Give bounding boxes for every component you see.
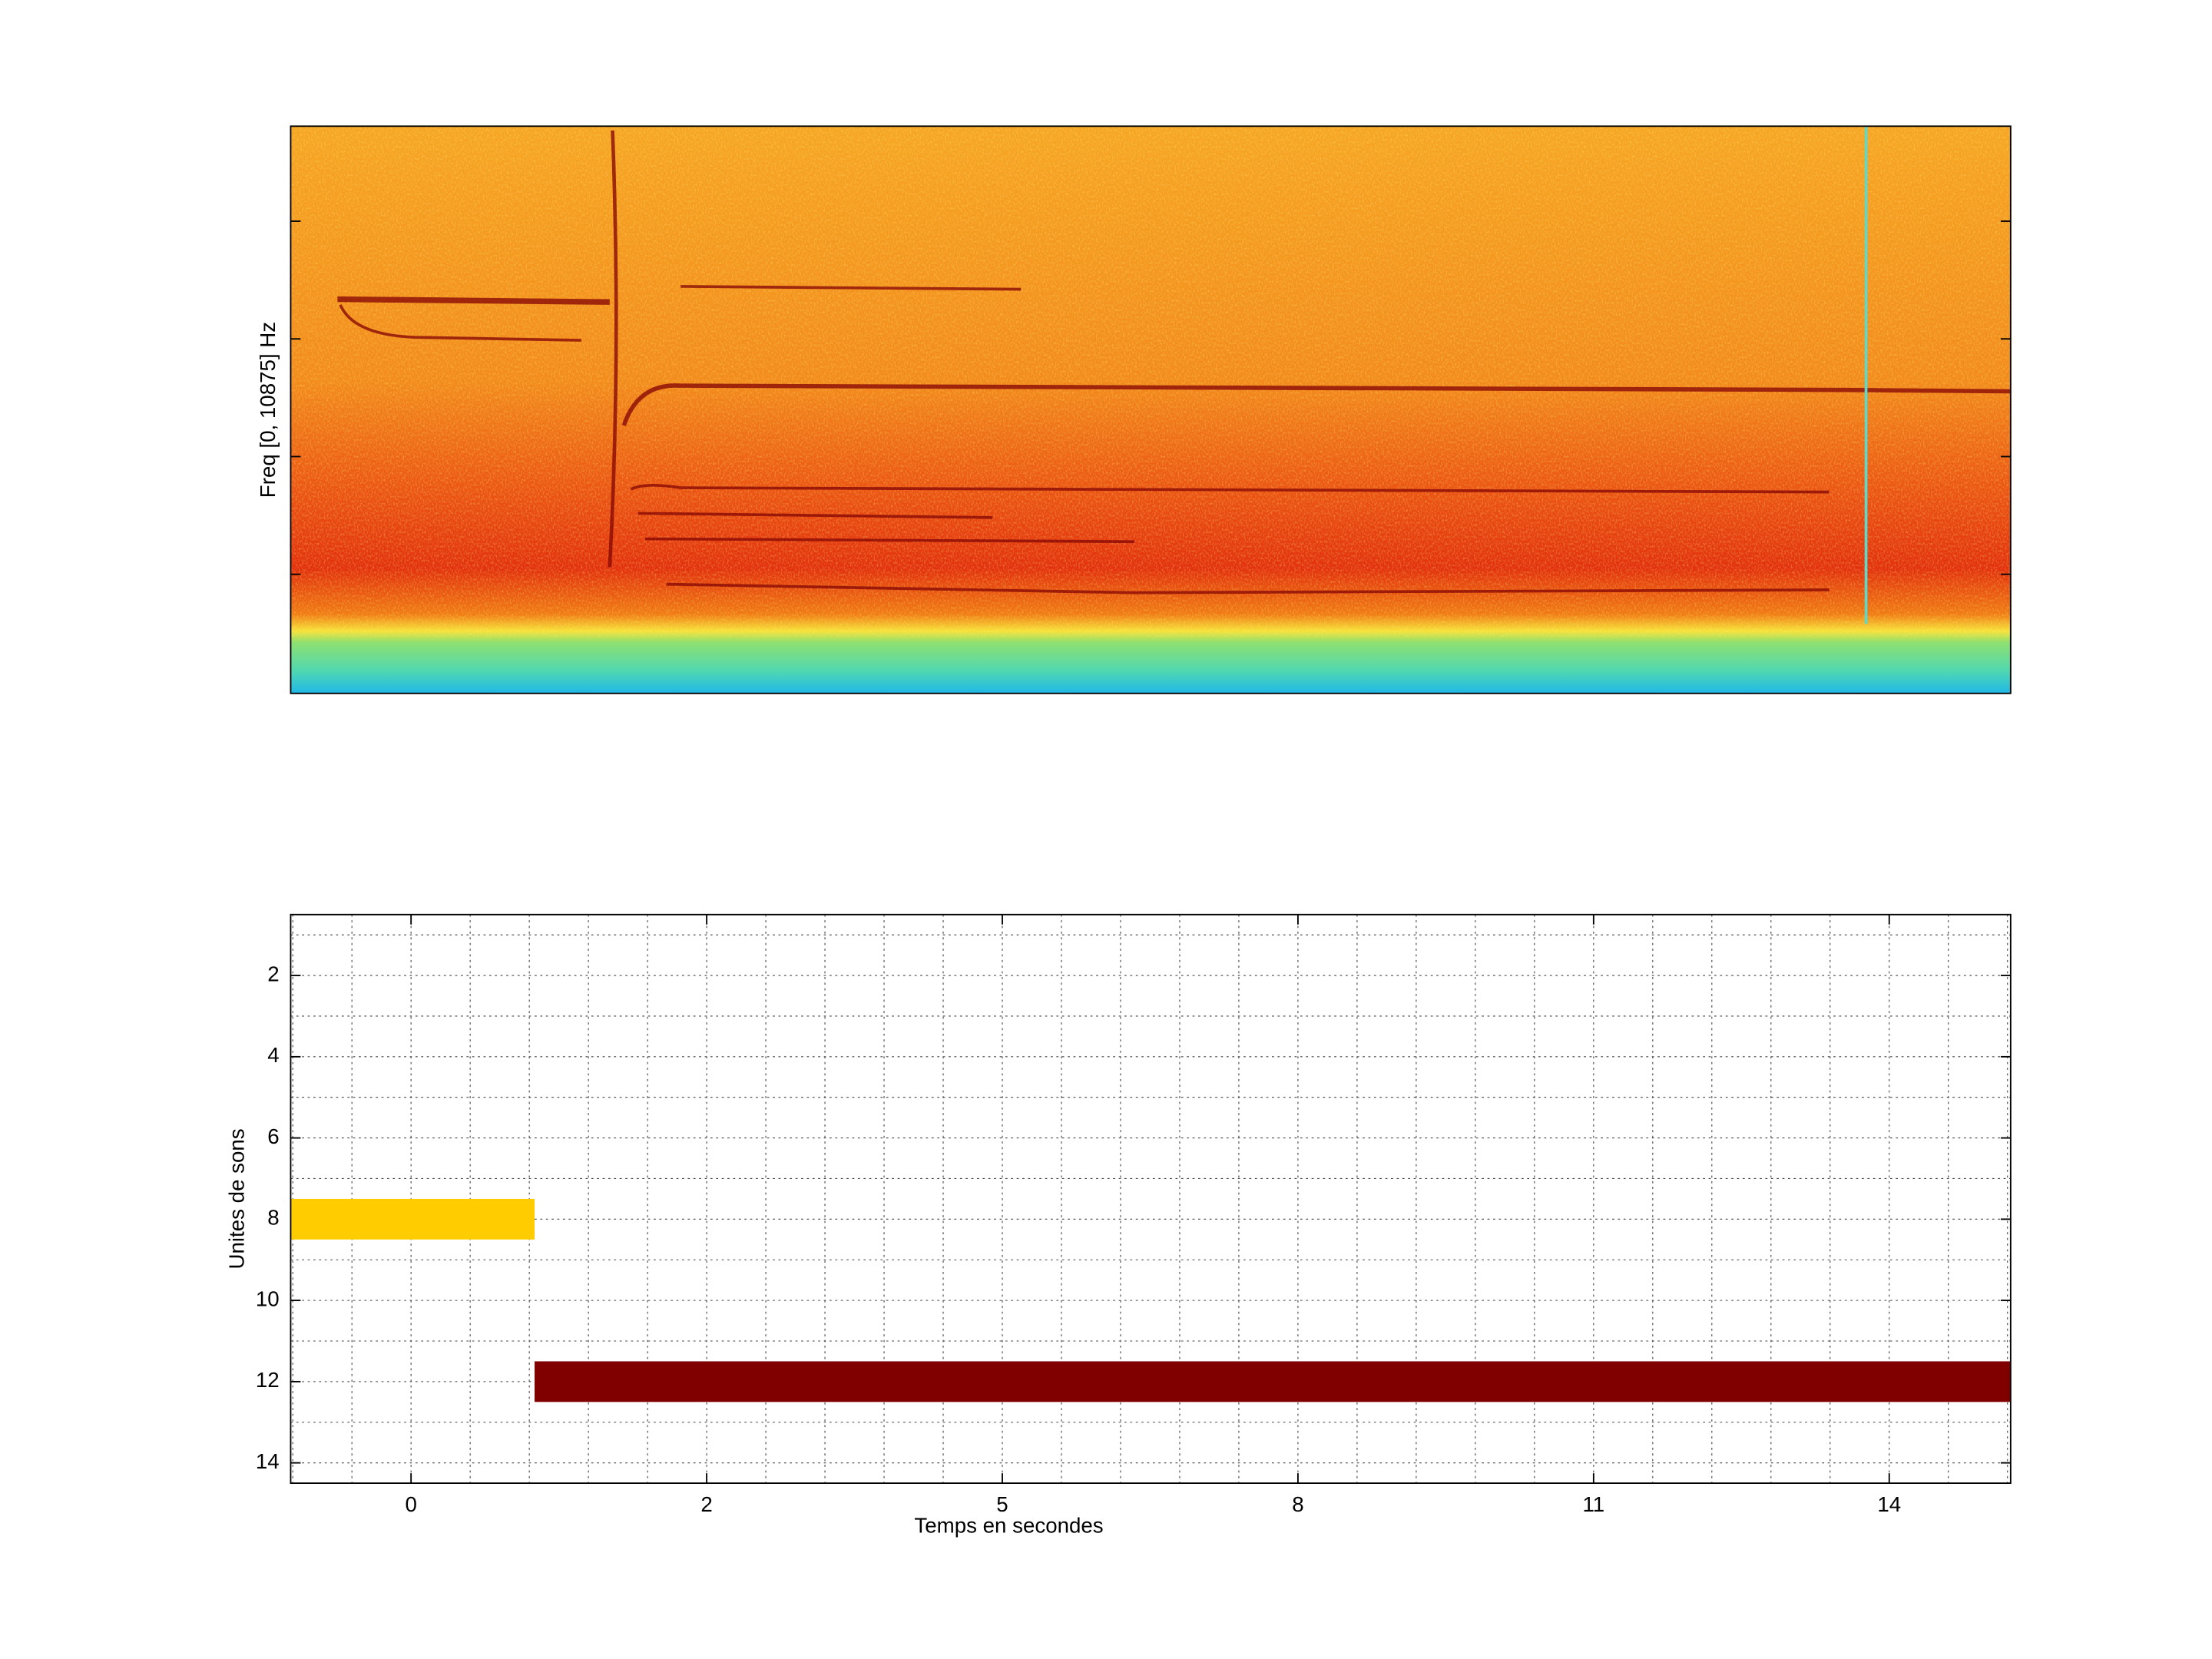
timeline-chart: 0 2 5 8 11 14 2 4 6 8 10 12 14 Temps en secondes Unite… — [224, 913, 2012, 1538]
x-tick-label: 5 — [996, 1492, 1008, 1516]
harmonics — [337, 130, 2011, 594]
y-tick-label: 2 — [267, 962, 279, 985]
y-tick-label: 4 — [267, 1043, 279, 1067]
segment-bar — [290, 1198, 535, 1240]
x-tick-label: 11 — [1582, 1492, 1604, 1516]
x-axis-label: Temps en secondes — [914, 1514, 1103, 1538]
x-tick-label: 8 — [1292, 1492, 1303, 1516]
y-tick-label: 12 — [256, 1368, 280, 1392]
spectrogram: Freq [0, 10875] Hz — [256, 125, 2012, 694]
x-tick-label: 0 — [405, 1492, 416, 1516]
x-tick-label: 2 — [700, 1492, 712, 1516]
y-tick-label: 6 — [267, 1124, 279, 1148]
y-tick-label: 8 — [267, 1206, 279, 1230]
x-tick-label: 14 — [1877, 1492, 1901, 1516]
axes-frame — [290, 913, 2012, 1484]
segment-bar — [535, 1361, 2011, 1402]
y-tick-label: 14 — [256, 1449, 280, 1473]
axes-frame — [290, 125, 2012, 694]
y-axis-label: Freq [0, 10875] Hz — [256, 322, 280, 498]
spectrogram-noise — [290, 126, 2011, 637]
y-ticks — [290, 220, 2011, 575]
y-tick-label: 10 — [256, 1286, 280, 1310]
y-axis-label: Unites de sons — [224, 1128, 248, 1269]
